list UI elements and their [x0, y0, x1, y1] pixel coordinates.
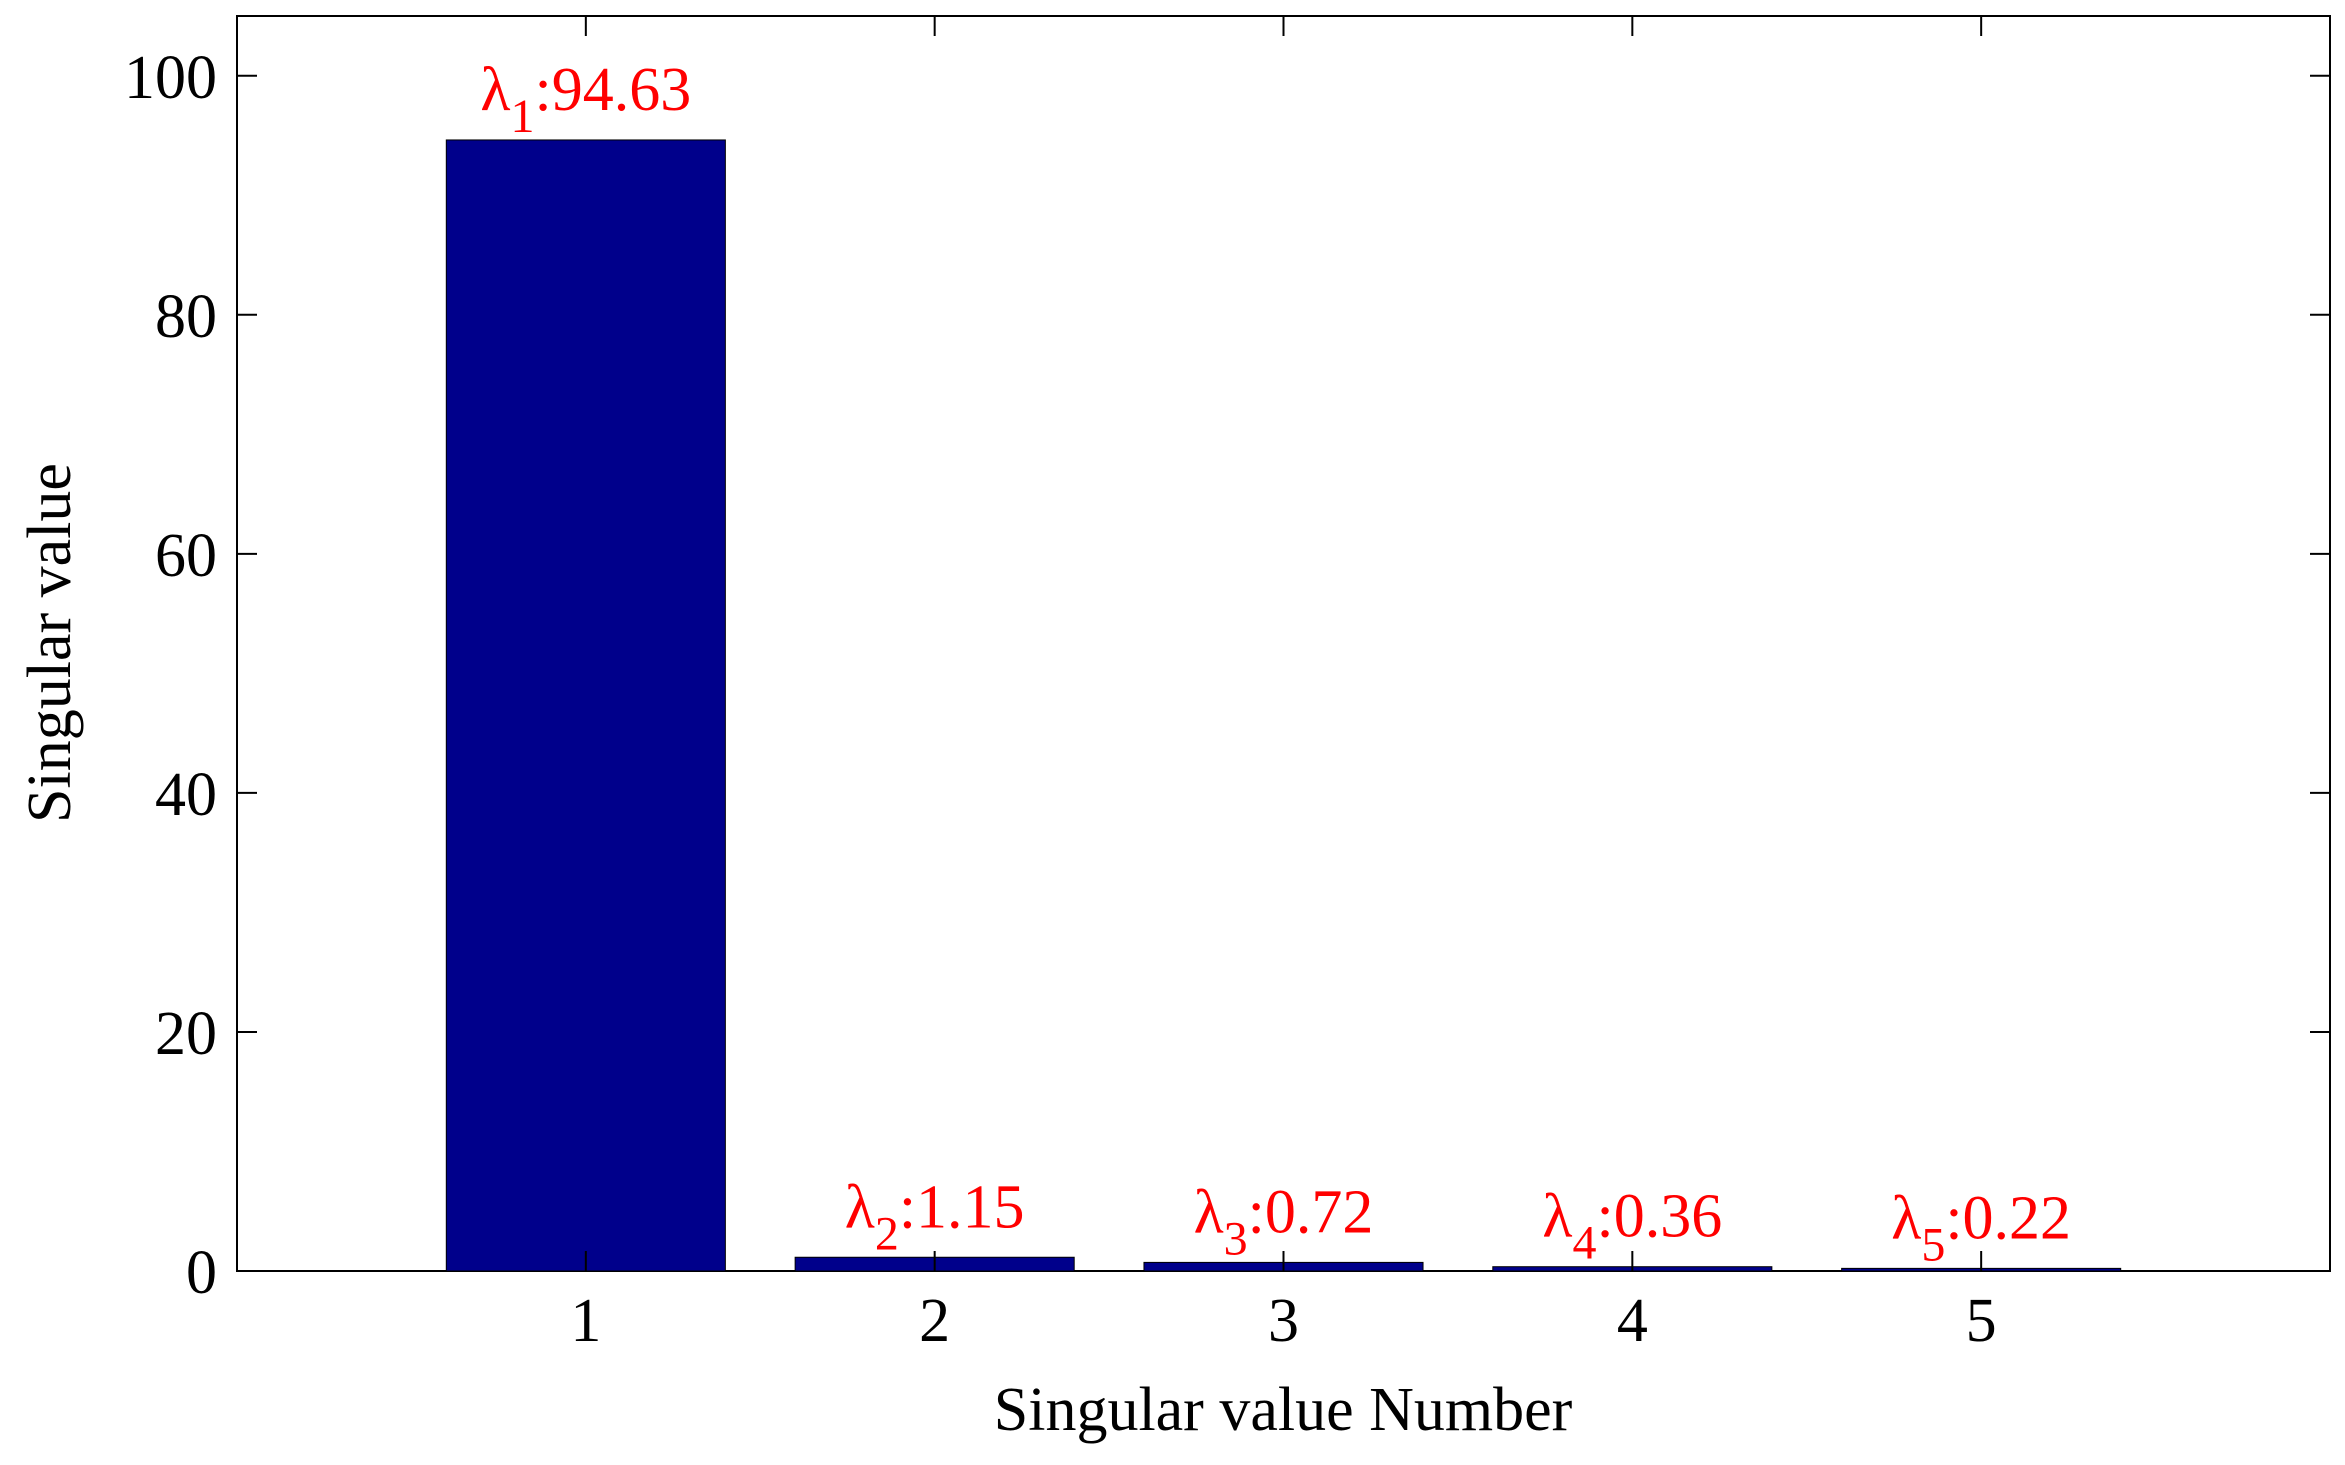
- x-axis-label: Singular value Number: [994, 1376, 1573, 1444]
- data-label-1: λ1:94.63: [480, 56, 691, 143]
- y-tick-label-80: 80: [155, 283, 217, 351]
- x-tick-label-4: 4: [1617, 1287, 1648, 1355]
- data-label-2: λ2:1.15: [845, 1173, 1025, 1260]
- y-tick-label-100: 100: [124, 44, 217, 112]
- y-tick-label-20: 20: [155, 1000, 217, 1068]
- y-tick-label-60: 60: [155, 522, 217, 590]
- data-labels-layer: λ1:94.63 λ2:1.15 λ3:0.72 λ4:0.36 λ5:0.22: [480, 56, 2071, 1271]
- y-axis-label: Singular value: [16, 463, 84, 823]
- bar-1: [445, 139, 726, 1272]
- y-tick-label-0: 0: [186, 1239, 217, 1307]
- ticks-layer: 1 2 3 4 5 0 20 40 60 80 100: [124, 16, 2330, 1355]
- data-label-3: λ3:0.72: [1194, 1178, 1374, 1265]
- x-tick-label-5: 5: [1966, 1287, 1997, 1355]
- x-tick-label-1: 1: [570, 1287, 601, 1355]
- x-tick-label-3: 3: [1268, 1287, 1299, 1355]
- data-label-5: λ5:0.22: [1891, 1184, 2071, 1271]
- data-label-4: λ4:0.36: [1542, 1183, 1722, 1270]
- y-tick-label-40: 40: [155, 761, 217, 829]
- x-tick-label-2: 2: [919, 1287, 950, 1355]
